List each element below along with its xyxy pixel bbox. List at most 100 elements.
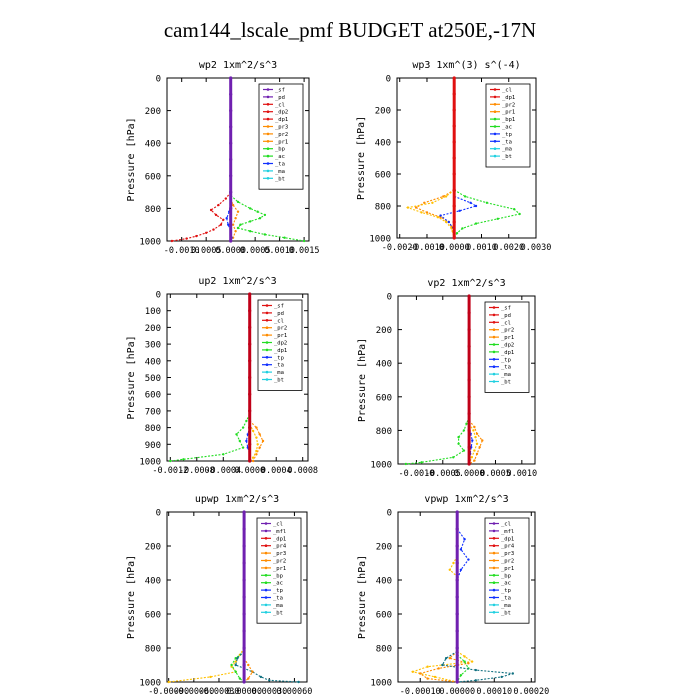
- series-point: [455, 646, 459, 650]
- series-point: [205, 231, 208, 234]
- series-point: [248, 409, 252, 413]
- legend-box: [257, 299, 303, 391]
- legend-label: _ac: [502, 125, 512, 131]
- series-point: [455, 232, 459, 235]
- series-point: [230, 665, 233, 668]
- series-point: [170, 239, 174, 243]
- legend-marker: [265, 378, 269, 381]
- series-point: [251, 456, 255, 459]
- series-point: [461, 227, 464, 230]
- legend-marker: [264, 559, 268, 562]
- legend-label: _pr1: [502, 110, 515, 116]
- y-tick-label: 0: [156, 291, 161, 301]
- series-point: [473, 425, 476, 429]
- legend-label: _tp: [501, 588, 511, 594]
- legend-marker: [492, 574, 496, 577]
- series-point: [481, 439, 484, 442]
- series-point: [473, 449, 476, 452]
- series-point: [467, 294, 471, 298]
- series-point: [256, 443, 259, 446]
- series-point: [467, 344, 471, 348]
- series-point: [467, 412, 471, 416]
- series-point: [455, 561, 459, 565]
- legend-marker: [265, 326, 269, 330]
- legend-marker: [492, 335, 496, 339]
- legend-marker: [492, 581, 496, 584]
- legend-label: _ta: [273, 596, 283, 602]
- y-axis-label: Pressure [hPa]: [126, 335, 137, 419]
- legend-label: _pr2: [273, 559, 286, 565]
- x-tick-label: 0.0000: [215, 246, 246, 256]
- legend-label: _dp2: [274, 341, 287, 347]
- legend-label: _mfl: [273, 529, 286, 535]
- y-tick-label: 800: [376, 645, 392, 655]
- legend-marker: [492, 358, 496, 361]
- series-point: [463, 655, 466, 658]
- x-tick-label: 0.0020: [493, 243, 524, 253]
- series-point: [463, 538, 466, 541]
- series-point: [467, 662, 470, 665]
- x-tick-label: 0.0008: [287, 466, 318, 476]
- x-tick-label: -0.00030: [198, 687, 239, 697]
- legend-label: _cl: [275, 102, 285, 108]
- legend-marker: [266, 154, 270, 158]
- legend-label: _ma: [274, 370, 284, 376]
- plot-frame: [166, 511, 308, 683]
- series-point: [452, 236, 456, 240]
- series-point: [463, 660, 466, 663]
- series-point: [234, 663, 237, 667]
- series-point: [209, 675, 212, 679]
- series-point: [452, 172, 456, 176]
- legend-label: _pr1: [273, 566, 286, 572]
- legend-marker: [492, 596, 496, 599]
- legend-box: [256, 517, 302, 624]
- legend-marker: [264, 603, 268, 607]
- legend-marker: [492, 380, 496, 383]
- legend-marker: [264, 596, 268, 599]
- series-point: [261, 439, 265, 443]
- series-point: [469, 201, 472, 204]
- series-point: [229, 206, 233, 210]
- x-tick-label: -0.0010: [399, 469, 435, 479]
- legend-label: _mfl: [501, 529, 514, 535]
- series-point: [423, 201, 426, 204]
- series-point: [241, 446, 245, 449]
- y-tick-label: 500: [145, 374, 161, 384]
- legend-marker: [266, 147, 270, 150]
- series-point: [467, 428, 471, 432]
- series-point: [452, 188, 456, 192]
- series-point: [455, 527, 459, 531]
- series-point: [452, 220, 456, 224]
- y-tick-label: 400: [145, 577, 161, 587]
- legend-label: _pr2: [502, 102, 515, 108]
- legend-marker: [493, 103, 497, 106]
- x-tick-label: -0.00060: [173, 687, 214, 697]
- figure-title: cam144_lscale_pmf BUDGET at250E,-17N: [163, 18, 537, 42]
- legend-label: _ta: [275, 162, 285, 168]
- legend-label: _pr4: [273, 544, 287, 550]
- legend-marker: [266, 110, 270, 113]
- panel-1: wp2 1xm^2/s^3 Pressure [hPa] 0 200 400 600 800…: [126, 60, 319, 256]
- legend-marker: [492, 544, 496, 547]
- series-point: [235, 433, 238, 436]
- series-point: [472, 429, 475, 432]
- y-tick-label: 0: [156, 75, 161, 85]
- legend-label: _pd: [275, 95, 285, 101]
- series-point: [236, 210, 240, 213]
- legend-label: _ta: [501, 365, 511, 371]
- y-tick-label: 1000: [370, 679, 392, 689]
- series-point: [474, 435, 477, 439]
- y-tick-label: 800: [376, 427, 392, 437]
- series-point: [195, 234, 198, 238]
- x-tick-label: 0.0005: [480, 469, 511, 479]
- series-point: [242, 629, 246, 633]
- series-point: [236, 226, 240, 230]
- series-point: [248, 309, 252, 313]
- series-line-bp: [230, 194, 305, 242]
- series-point: [229, 76, 233, 80]
- legend-label: _pr2: [275, 132, 288, 138]
- y-tick-label: 800: [145, 205, 161, 215]
- series-point: [455, 595, 459, 599]
- panel-title: upwp 1xm^2/s^3: [195, 494, 279, 505]
